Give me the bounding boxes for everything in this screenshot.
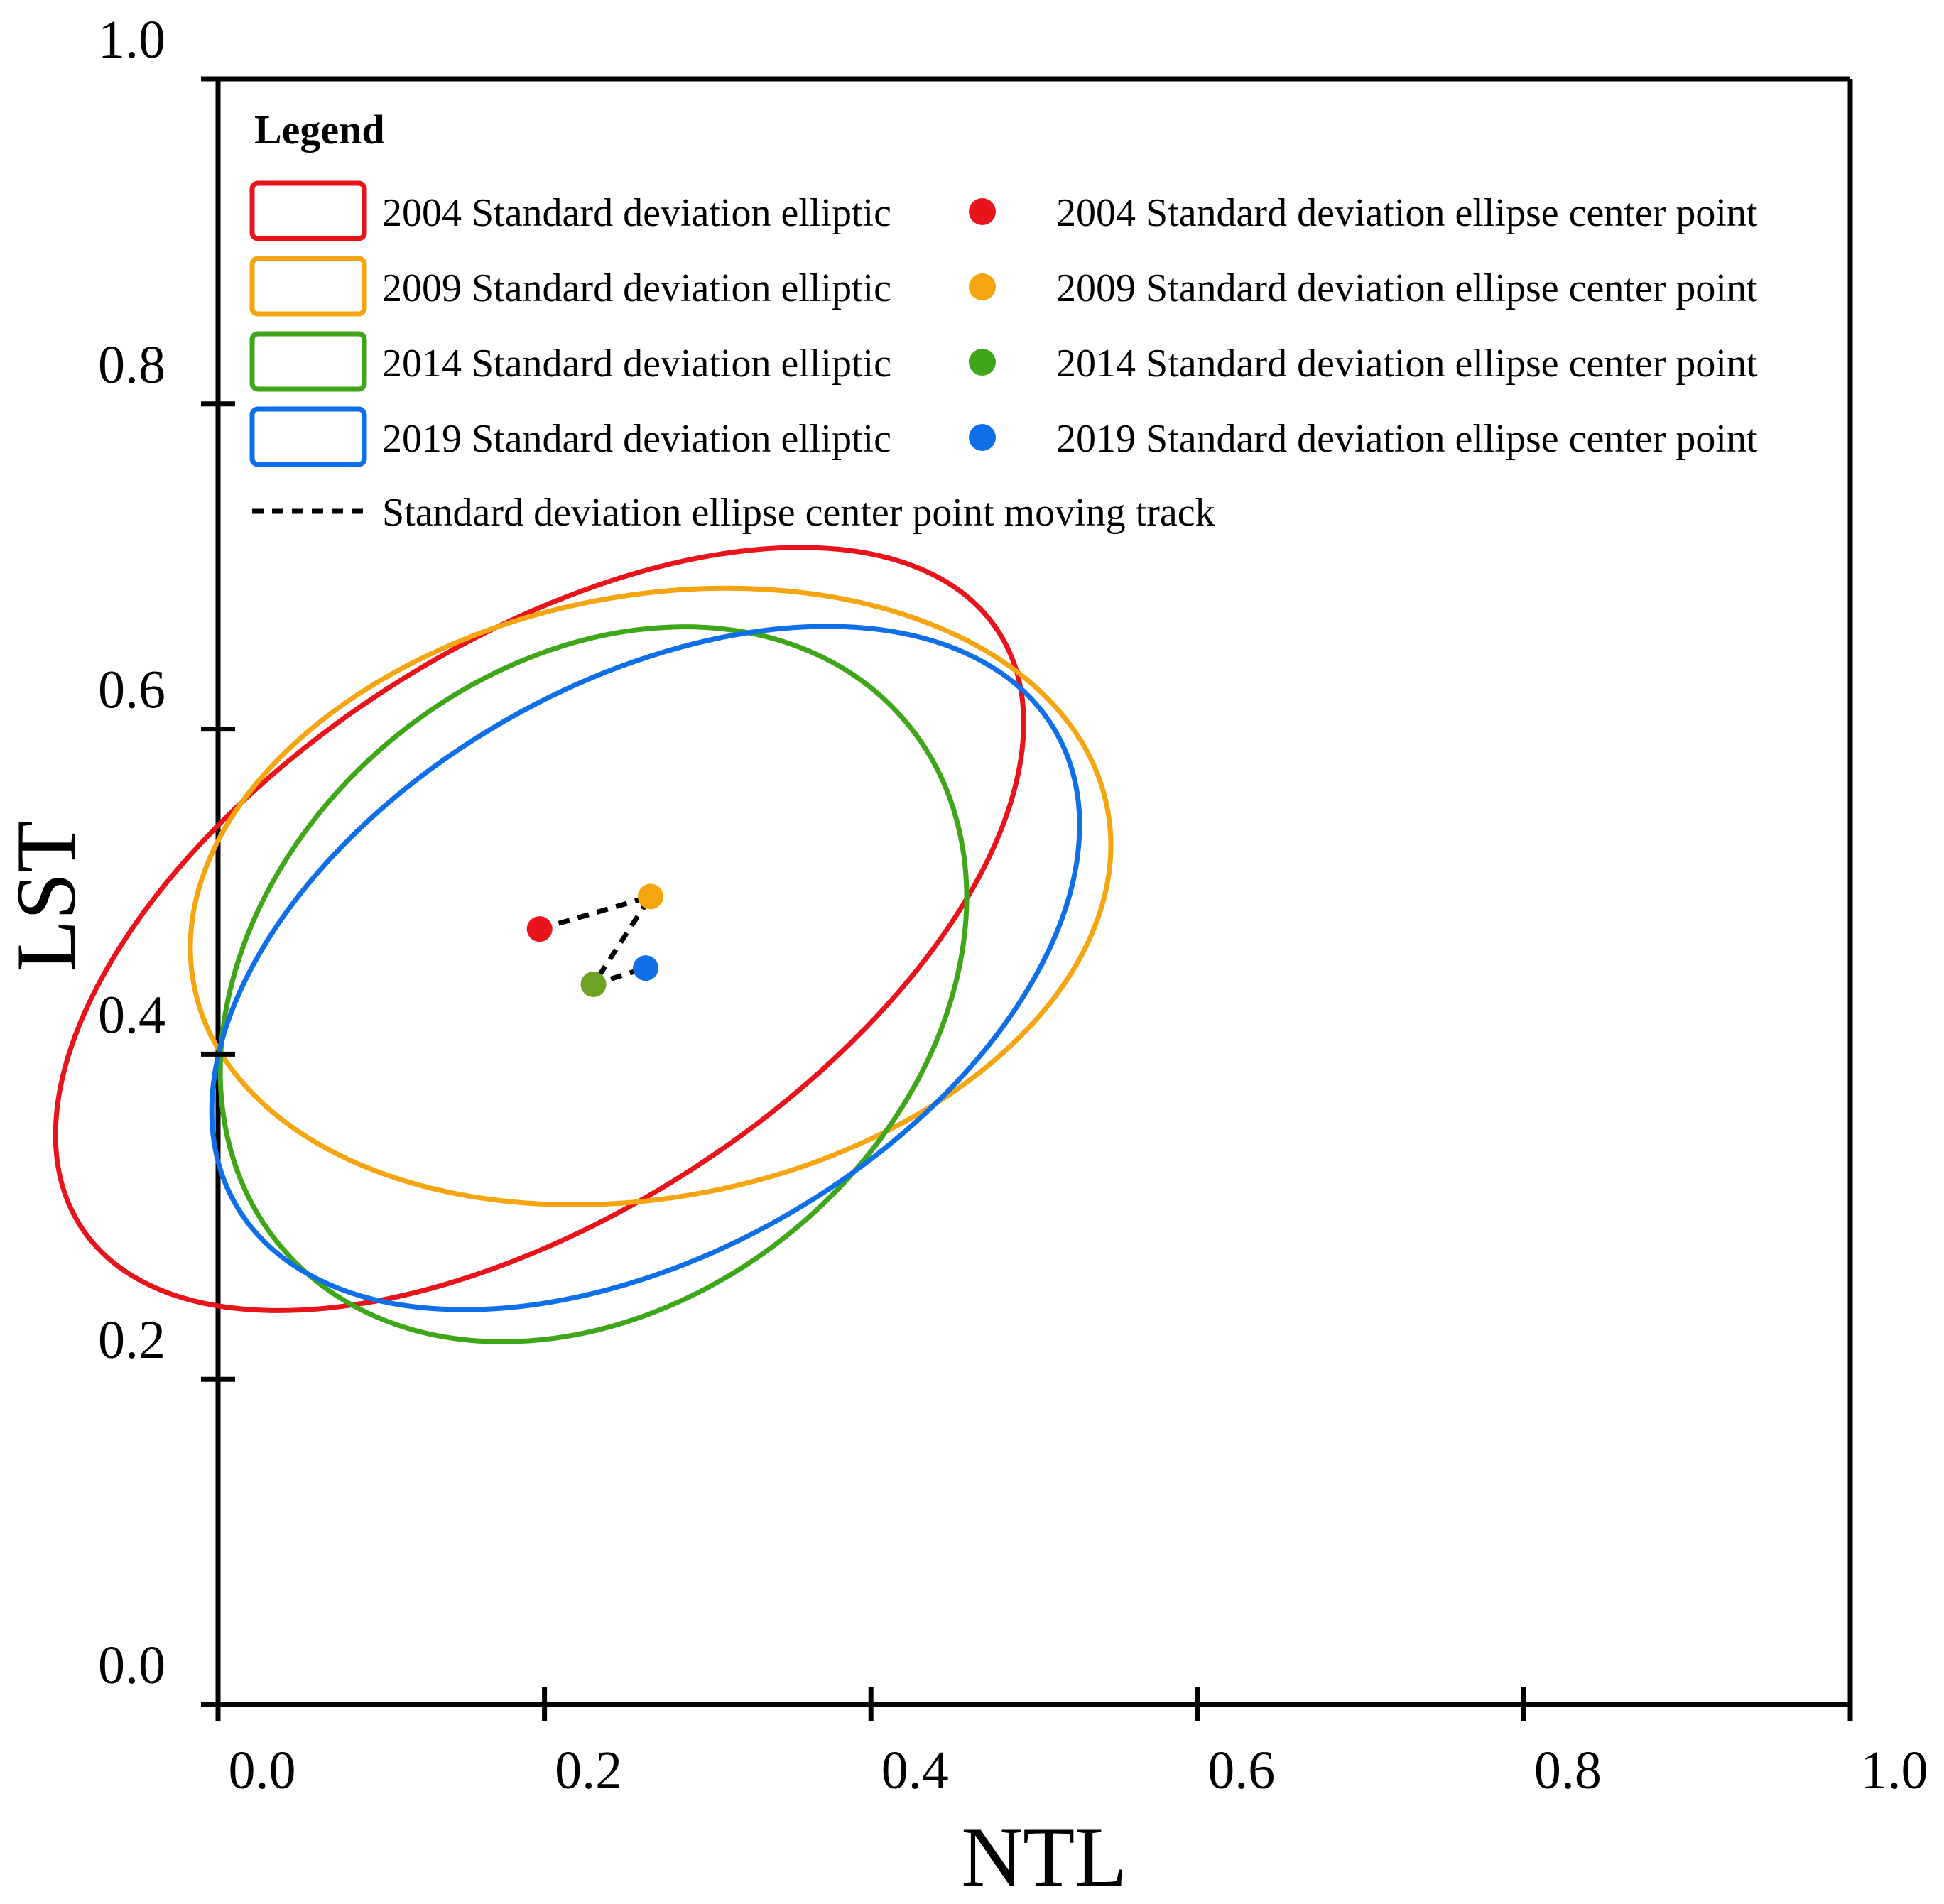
legend-swatch-point-2014: [969, 349, 996, 376]
ellipse-layer: [0, 393, 1198, 1489]
x-tick-label: 0.0: [229, 1741, 296, 1800]
legend-swatch-ellipse-2019: [252, 409, 364, 464]
legend-label-ellipse-2009: 2009 Standard deviation elliptic: [382, 266, 891, 310]
x-tick-label: 1.0: [1861, 1741, 1928, 1800]
y-tick-label: 0.2: [98, 1310, 165, 1370]
center-point-layer: [527, 883, 663, 997]
legend-swatch-point-2019: [969, 424, 996, 451]
legend-label-point-2004: 2004 Standard deviation ellipse center p…: [1056, 191, 1758, 235]
legend-swatch-ellipse-2004: [252, 183, 364, 239]
center-point-2009: [638, 883, 663, 909]
legend-label-ellipse-2019: 2019 Standard deviation elliptic: [382, 417, 891, 461]
x-tick-label: 0.6: [1207, 1741, 1275, 1800]
y-tick-label: 0.0: [98, 1636, 165, 1695]
legend-label-ellipse-2014: 2014 Standard deviation elliptic: [382, 342, 891, 386]
legend-swatch-point-2009: [969, 273, 996, 300]
legend: Legend 2004 Standard deviation elliptic 2…: [252, 107, 1758, 535]
x-tick-label: 0.2: [555, 1741, 622, 1800]
legend-label-point-2019: 2019 Standard deviation ellipse center p…: [1056, 417, 1758, 461]
chart-canvas: 0.0 0.2 0.4 0.6 0.8 1.0 0.0 0.2 0.4 0.6 0.8 1.0 Leg…: [0, 0, 1944, 1904]
y-tick-label: 1.0: [98, 10, 165, 70]
legend-swatch-point-2004: [969, 198, 996, 225]
y-tick-label: 0.6: [98, 660, 165, 720]
legend-swatch-ellipse-2009: [252, 259, 364, 314]
center-point-2019: [633, 955, 658, 981]
legend-label-track: Standard deviation ellipse center point …: [382, 491, 1215, 535]
x-axis-title: NTL: [961, 1810, 1126, 1904]
y-axis-title: LST: [0, 820, 93, 972]
center-point-2014: [581, 972, 607, 997]
legend-swatch-ellipse-2014: [252, 334, 364, 389]
x-tick-label: 0.8: [1534, 1741, 1602, 1800]
x-tick-label: 0.4: [881, 1741, 949, 1800]
plot-axes: [218, 79, 1850, 1704]
center-point-2004: [527, 916, 553, 942]
ellipse-2004: [0, 393, 1153, 1465]
y-tick-label: 0.8: [98, 335, 165, 395]
legend-label-point-2014: 2014 Standard deviation ellipse center p…: [1056, 342, 1758, 386]
legend-label-point-2009: 2009 Standard deviation ellipse center p…: [1056, 266, 1758, 310]
y-tick-label: 0.4: [98, 985, 165, 1045]
legend-label-ellipse-2004: 2004 Standard deviation elliptic: [382, 191, 891, 235]
legend-title: Legend: [254, 107, 385, 153]
